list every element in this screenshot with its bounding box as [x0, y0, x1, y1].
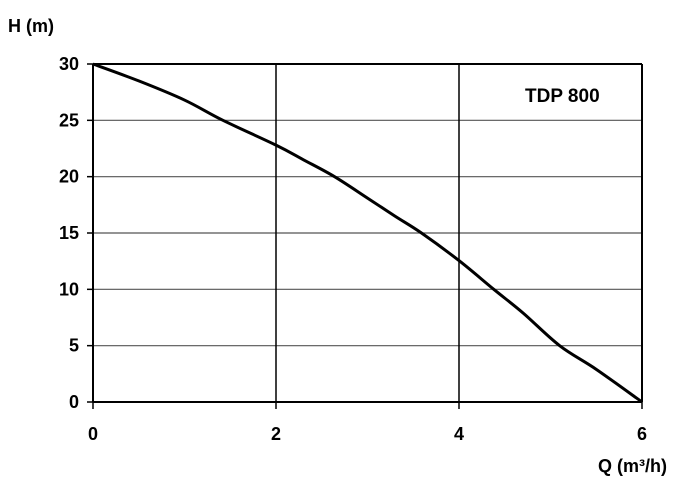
tick-labels: 0 5 10 15 20 25 30 0 2 4 6	[59, 54, 647, 444]
x-tick-label: 2	[271, 424, 281, 444]
y-axis-label: H (m)	[8, 16, 54, 36]
y-tick-label: 0	[69, 392, 79, 412]
y-tick-label: 30	[59, 54, 79, 74]
series-line	[92, 62, 643, 404]
annotation-label: TDP 800	[525, 86, 600, 107]
x-axis-label: Q (m³/h)	[598, 456, 667, 476]
y-tick-label: 25	[59, 110, 79, 130]
x-tick-label: 6	[637, 424, 647, 444]
y-tick-label: 15	[59, 223, 79, 243]
y-tick-label: 20	[59, 167, 79, 187]
x-tick-label: 0	[88, 424, 98, 444]
grid	[87, 63, 643, 409]
y-tick-label: 5	[69, 336, 79, 356]
y-tick-label: 10	[59, 279, 79, 299]
x-tick-label: 4	[454, 424, 464, 444]
